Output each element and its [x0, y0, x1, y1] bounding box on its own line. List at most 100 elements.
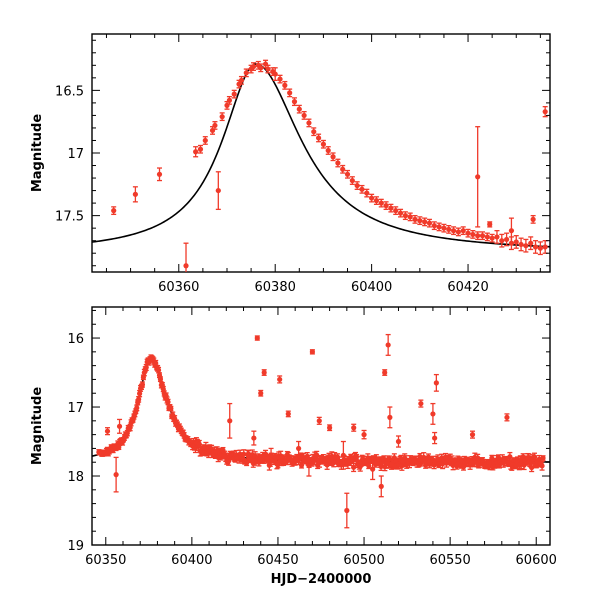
- plot-area-bottom: 60350 60400 60450 60500 60550 60600 16 17 18 19: [67, 307, 557, 568]
- y-tick-label: 17.5: [55, 210, 84, 225]
- outlier-point: [309, 349, 315, 355]
- data-point: [219, 112, 225, 122]
- data-point: [528, 236, 534, 251]
- data-point: [183, 242, 189, 272]
- outlier-point: [530, 214, 536, 224]
- data-point: [513, 235, 519, 249]
- data-point: [504, 232, 510, 247]
- data-point: [320, 139, 327, 149]
- outlier-point: [316, 416, 322, 425]
- data-point: [287, 88, 293, 98]
- data-point: [277, 74, 283, 84]
- outlier-point: [508, 217, 515, 244]
- data-point: [250, 62, 257, 71]
- x-tick-label: 60500: [343, 553, 384, 568]
- outlier-point: [378, 475, 384, 498]
- data-point: [330, 152, 336, 162]
- data-point: [157, 376, 164, 383]
- data-point: [532, 240, 539, 254]
- outlier-point: [261, 369, 267, 376]
- outlier-point: [504, 413, 510, 422]
- data-point: [301, 111, 307, 120]
- data-point: [499, 233, 505, 248]
- outlier-point: [385, 333, 391, 356]
- outlier-point: [277, 375, 283, 384]
- outlier-point: [116, 418, 123, 434]
- data-point: [202, 136, 208, 145]
- data-point: [111, 206, 117, 216]
- outlier-point: [542, 106, 548, 118]
- data-point: [373, 196, 380, 206]
- data-point: [155, 366, 162, 374]
- data-point: [417, 216, 423, 226]
- data-point: [441, 223, 447, 233]
- data-point: [359, 184, 365, 194]
- data-point: [426, 218, 433, 228]
- data-point: [231, 89, 237, 99]
- data-point: [436, 222, 442, 232]
- data-point: [349, 176, 355, 185]
- outlier-point: [370, 458, 376, 481]
- data-point: [431, 221, 437, 231]
- outlier-point: [382, 369, 388, 376]
- data-point: [325, 146, 331, 155]
- data-point: [335, 158, 341, 168]
- panel-bottom-full: Magnitude HJD−2400000: [30, 306, 551, 587]
- data-point: [450, 226, 457, 236]
- data-point: [272, 67, 278, 81]
- outlier-point: [268, 447, 274, 463]
- ticks-top: [92, 34, 550, 272]
- data-point: [197, 144, 204, 154]
- data-point: [296, 104, 302, 114]
- data-point: [315, 133, 322, 143]
- outlier-point: [395, 435, 402, 448]
- data-layer-top: [92, 59, 550, 272]
- data-point: [226, 95, 232, 105]
- outlier-point: [251, 430, 257, 446]
- outlier-point: [104, 427, 111, 436]
- data-point: [407, 212, 413, 222]
- x-tick-label: 60400: [171, 553, 212, 568]
- data-point: [139, 381, 146, 388]
- x-tick-label: 60400: [351, 280, 392, 295]
- data-point: [446, 225, 452, 234]
- data-point: [539, 460, 545, 471]
- data-point: [489, 454, 495, 462]
- data-point: [460, 226, 466, 236]
- y-tick-label: 17: [67, 401, 84, 416]
- outlier-point: [285, 410, 291, 418]
- x-tick-label: 60420: [447, 280, 488, 295]
- y-tick-label: 19: [67, 539, 84, 554]
- outlier-point: [215, 171, 221, 211]
- outlier-point: [469, 430, 476, 439]
- outlier-point: [432, 431, 438, 445]
- x-tick-label: 60380: [255, 280, 296, 295]
- data-point: [306, 118, 312, 128]
- data-point: [291, 97, 298, 107]
- data-point: [132, 186, 138, 203]
- data-point: [354, 181, 360, 190]
- outlier-point: [254, 335, 260, 341]
- x-tick-label: 60350: [85, 553, 126, 568]
- data-point: [353, 453, 360, 460]
- data-point: [369, 193, 375, 203]
- data-point: [489, 233, 495, 243]
- data-point: [165, 398, 171, 406]
- data-point: [465, 228, 471, 238]
- data-point: [470, 230, 476, 239]
- x-tick-label: 60600: [516, 553, 557, 568]
- data-point: [388, 203, 394, 213]
- y-axis-label-bottom: Magnitude: [30, 387, 45, 466]
- data-point: [156, 167, 163, 182]
- data-point: [212, 121, 218, 130]
- model-curve: [92, 63, 550, 248]
- outlier-point: [113, 456, 119, 493]
- data-point: [537, 241, 543, 256]
- data-point: [479, 231, 486, 241]
- outlier-point: [340, 440, 346, 470]
- plot-area-top: 60360 60380 60400 60420 16.5 17 17.5: [55, 34, 550, 295]
- outlier-point: [296, 440, 302, 456]
- plot-frame-bottom: [91, 306, 551, 546]
- outlier-point: [387, 406, 393, 429]
- y-tick-label: 18: [67, 470, 84, 485]
